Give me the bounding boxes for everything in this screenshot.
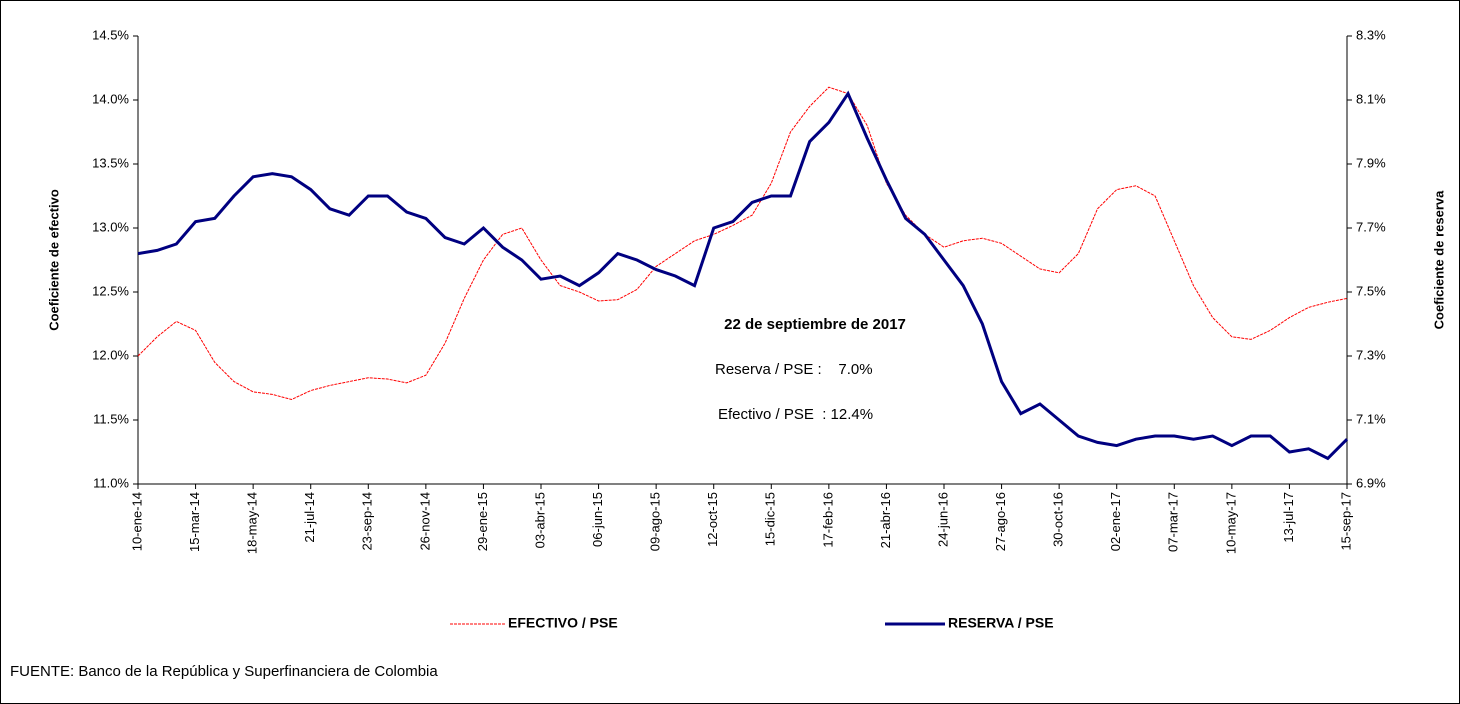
x-tick-label: 12-oct-15 bbox=[705, 492, 720, 547]
legend-label: RESERVA / PSE bbox=[948, 615, 1054, 631]
annotation: 22 de septiembre de 2017 bbox=[724, 316, 906, 333]
x-tick-label: 09-ago-15 bbox=[648, 492, 663, 551]
y-tick-label: 14.0% bbox=[92, 91, 129, 106]
y2-tick-label: 8.3% bbox=[1356, 27, 1386, 42]
source: FUENTE: Banco de la República y Superfin… bbox=[10, 663, 438, 680]
x-tick-label: 24-jun-16 bbox=[935, 492, 950, 547]
y-tick-label: 11.5% bbox=[93, 411, 129, 426]
annotation: Efectivo / PSE : 12.4% bbox=[718, 406, 873, 423]
y2-tick-label: 8.1% bbox=[1356, 91, 1386, 106]
x-tick-label: 15-mar-14 bbox=[187, 492, 202, 552]
annotation: Reserva / PSE : 7.0% bbox=[715, 361, 873, 378]
y2-tick-label: 7.3% bbox=[1356, 347, 1386, 362]
x-tick-label: 21-jul-14 bbox=[302, 492, 317, 543]
y2-axis-title: Coeficiente de reserva bbox=[1431, 190, 1446, 330]
y2-tick-label: 7.5% bbox=[1356, 283, 1386, 298]
x-tick-label: 26-nov-14 bbox=[417, 492, 432, 551]
x-tick-label: 21-abr-16 bbox=[878, 492, 893, 548]
x-tick-label: 07-mar-17 bbox=[1166, 492, 1181, 552]
x-tick-label: 10-may-17 bbox=[1223, 492, 1238, 554]
x-tick-label: 10-ene-14 bbox=[129, 492, 144, 551]
x-tick-label: 06-jun-15 bbox=[590, 492, 605, 547]
line-series bbox=[137, 86, 1348, 401]
x-tick-label: 29-ene-15 bbox=[475, 492, 490, 551]
x-tick-label: 27-ago-16 bbox=[993, 492, 1008, 551]
y-tick-label: 14.5% bbox=[92, 27, 129, 42]
x-tick-label: 30-oct-16 bbox=[1051, 492, 1066, 547]
y-tick-label: 13.0% bbox=[92, 219, 129, 234]
x-tick-label: 03-abr-15 bbox=[532, 492, 547, 548]
legend-label: EFECTIVO / PSE bbox=[508, 615, 618, 631]
y2-tick-label: 7.9% bbox=[1356, 155, 1386, 170]
x-tick-label: 15-sep-17 bbox=[1338, 492, 1353, 551]
y2-tick-label: 7.7% bbox=[1356, 219, 1386, 234]
x-tick-label: 17-feb-16 bbox=[820, 492, 835, 548]
y-axis-title: Coeficiente de efectivo bbox=[46, 189, 61, 331]
x-tick-label: 02-ene-17 bbox=[1108, 492, 1123, 551]
x-tick-label: 23-sep-14 bbox=[360, 492, 375, 551]
y-tick-label: 12.5% bbox=[92, 283, 129, 298]
y2-tick-label: 7.1% bbox=[1356, 411, 1386, 426]
line-series bbox=[137, 90, 1349, 461]
x-tick-label: 15-dic-15 bbox=[763, 492, 778, 546]
x-tick-label: 13-jul-17 bbox=[1281, 492, 1296, 543]
y2-tick-label: 6.9% bbox=[1356, 475, 1386, 490]
y-tick-label: 12.0% bbox=[92, 347, 129, 362]
y-tick-label: 13.5% bbox=[92, 155, 129, 170]
y-tick-label: 11.0% bbox=[93, 475, 129, 490]
x-tick-label: 18-may-14 bbox=[245, 492, 260, 554]
